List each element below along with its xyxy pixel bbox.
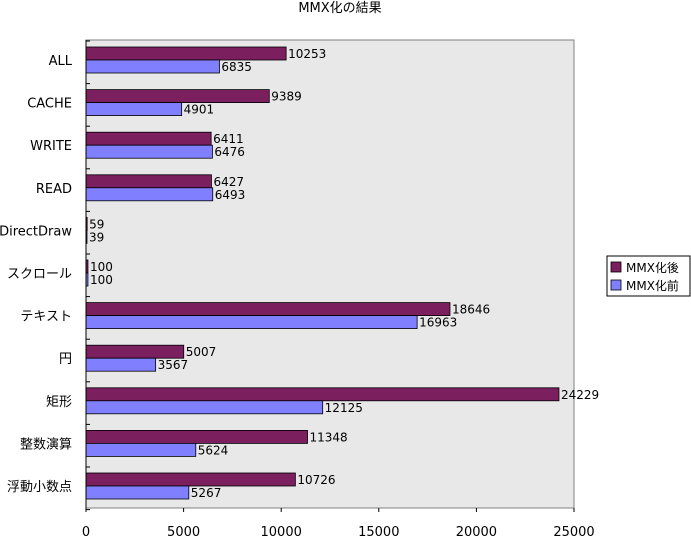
bar-before-7 [85,357,157,372]
bar-before-0 [85,59,220,74]
data-label-after-3: 6427 [213,175,244,189]
data-label-before-8: 12125 [325,401,363,415]
category-label-4: DirectDraw [0,224,72,239]
x-tick-label-4: 20000 [456,525,497,538]
category-label-0: ALL [49,54,73,69]
bar-after-10 [85,472,296,487]
data-label-before-6: 16963 [419,316,457,330]
data-label-before-7: 3567 [158,358,189,372]
category-label-10: 浮動小数点 [7,480,72,495]
bar-before-2 [85,144,213,159]
bar-after-3 [85,174,212,189]
category-label-5: スクロール [7,267,72,282]
data-label-after-10: 10726 [297,473,335,487]
data-label-before-2: 6476 [214,145,245,159]
bar-after-0 [85,46,287,61]
data-label-before-5: 100 [90,273,113,287]
legend-label-before: MMX化前 [626,278,679,293]
data-label-before-10: 5267 [191,486,222,500]
data-label-after-6: 18646 [452,303,490,317]
bar-after-9 [85,429,308,444]
bar-after-6 [85,302,451,317]
bars-layer [85,46,560,500]
legend-label-after: MMX化後 [626,261,679,275]
data-label-before-9: 5624 [198,443,229,457]
bar-after-7 [85,344,185,359]
x-tick-label-2: 10000 [261,525,302,538]
category-label-7: 円 [59,352,72,367]
x-tick-label-5: 25000 [553,525,594,538]
data-label-after-0: 10253 [288,47,326,61]
data-label-before-3: 6493 [215,188,246,202]
bar-before-8 [85,400,324,415]
data-label-after-2: 6411 [213,132,244,146]
category-label-3: READ [36,182,72,197]
data-label-after-4: 59 [89,217,104,231]
legend-swatch-after [610,261,622,273]
data-label-after-8: 24229 [561,388,599,402]
chart-title: MMX化の結果 [298,1,381,16]
data-label-after-5: 100 [90,260,113,274]
x-tick-label-3: 15000 [358,525,399,538]
category-label-2: WRITE [30,139,72,154]
data-label-after-7: 5007 [186,345,217,359]
category-label-6: テキスト [20,310,72,325]
bar-after-1 [85,89,270,103]
bar-after-8 [85,387,560,402]
bar-before-10 [85,485,190,500]
legend-swatch-before [610,279,622,291]
bar-before-6 [85,315,418,330]
category-label-9: 整数演算 [20,436,72,452]
data-label-before-0: 6835 [221,60,252,74]
category-label-8: 矩形 [46,395,72,410]
bar-before-3 [85,187,214,202]
data-label-after-9: 11348 [310,430,348,444]
legend: MMX化後 MMX化前 [606,255,691,297]
bar-before-1 [85,102,183,116]
axis-layer: ALL CACHE WRITE READ DirectDraw スクロールテキスト円矩形整… [0,40,595,538]
category-label-1: CACHE [27,97,72,112]
bar-after-2 [85,131,212,146]
x-tick-label-1: 5000 [167,525,200,538]
bar-before-9 [85,442,197,457]
data-label-before-4: 39 [89,230,104,244]
data-label-after-1: 9389 [271,90,302,104]
x-tick-label-0: 0 [82,525,90,538]
data-label-before-1: 4901 [184,103,215,117]
